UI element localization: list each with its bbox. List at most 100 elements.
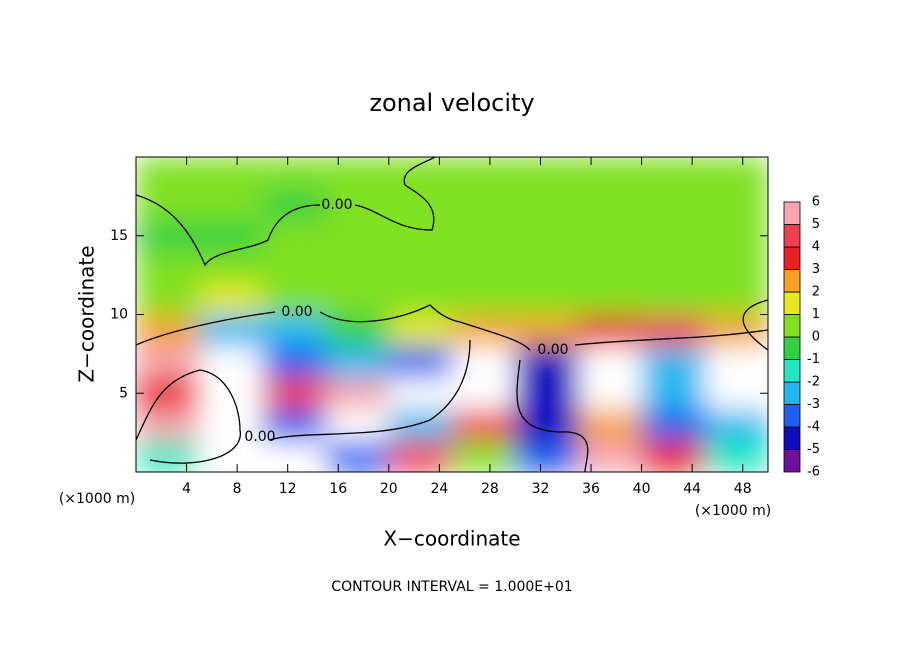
colorbar-swatch bbox=[783, 449, 801, 473]
field-cell bbox=[704, 251, 768, 284]
field-cell bbox=[641, 157, 706, 189]
field-cell bbox=[515, 157, 579, 189]
contour-label: 0.00 bbox=[537, 342, 568, 358]
field-cell bbox=[452, 220, 516, 252]
field-cell bbox=[199, 157, 263, 189]
field-cell bbox=[704, 220, 768, 252]
contour-line bbox=[136, 304, 531, 351]
field-cell bbox=[578, 346, 643, 378]
field-cell bbox=[704, 346, 768, 378]
colorbar-label: -4 bbox=[807, 420, 820, 435]
field-cell bbox=[704, 377, 768, 410]
field-cell bbox=[136, 157, 200, 189]
x-tick-label: 32 bbox=[532, 481, 550, 497]
field-cell bbox=[452, 409, 516, 441]
field-cell bbox=[704, 157, 768, 189]
field-cell bbox=[199, 409, 263, 441]
field-cell bbox=[641, 377, 706, 410]
field-cells bbox=[136, 157, 768, 472]
field-cell bbox=[452, 157, 516, 189]
colorbar-label: 6 bbox=[812, 195, 820, 210]
field-cell bbox=[515, 188, 579, 221]
field-cell bbox=[578, 157, 643, 189]
contour-line bbox=[574, 299, 768, 351]
colorbar-label: 3 bbox=[812, 262, 820, 277]
field-cell bbox=[515, 377, 579, 410]
field-cell bbox=[388, 377, 453, 410]
field-cell bbox=[641, 440, 706, 472]
field-cell bbox=[578, 220, 643, 252]
field-cell bbox=[704, 314, 768, 347]
field-cell bbox=[452, 283, 516, 315]
field-cell bbox=[199, 283, 263, 315]
field-cell bbox=[578, 188, 643, 221]
field-cell bbox=[388, 314, 453, 347]
colorbar-swatch bbox=[783, 359, 801, 383]
colorbar-swatch bbox=[783, 224, 801, 248]
field-cell bbox=[515, 314, 579, 347]
colorbar-swatch bbox=[783, 201, 801, 225]
field-cell bbox=[515, 440, 579, 472]
x-tick-label: 48 bbox=[734, 481, 752, 497]
colorbar-label: -6 bbox=[807, 465, 820, 480]
colorbar-label: 0 bbox=[812, 330, 820, 345]
field-cell bbox=[262, 440, 327, 472]
contours bbox=[136, 157, 768, 472]
y-tick-label: 10 bbox=[110, 307, 128, 323]
x-tick-label: 40 bbox=[633, 481, 651, 497]
footer-note: CONTOUR INTERVAL = 1.000E+01 bbox=[331, 579, 572, 595]
field-cell bbox=[388, 251, 453, 284]
field-cell bbox=[704, 283, 768, 315]
colorbar-swatch bbox=[783, 426, 801, 450]
field-cell bbox=[452, 346, 516, 378]
field-cell bbox=[388, 346, 453, 378]
x-unit-right: (×1000 m) bbox=[695, 503, 771, 519]
contour-line bbox=[136, 339, 589, 472]
field-cell bbox=[388, 188, 453, 221]
field-cell bbox=[136, 377, 200, 410]
field-cell bbox=[515, 220, 579, 252]
field-cell bbox=[452, 251, 516, 284]
field-cell bbox=[325, 188, 390, 221]
contour-label: 0.00 bbox=[244, 429, 275, 445]
field-cell bbox=[262, 220, 327, 252]
field-cell bbox=[325, 314, 390, 347]
field-cell bbox=[199, 314, 263, 347]
colorbar-swatch bbox=[783, 336, 801, 360]
field-cell bbox=[388, 220, 453, 252]
field-cell bbox=[452, 377, 516, 410]
colorbar-label: -2 bbox=[807, 375, 820, 390]
x-axis-label: X−coordinate bbox=[383, 527, 520, 551]
field-cell bbox=[325, 409, 390, 441]
field-cell bbox=[452, 314, 516, 347]
contour-line bbox=[136, 157, 436, 267]
field-cell bbox=[199, 220, 263, 252]
field-cell bbox=[515, 283, 579, 315]
field-cell bbox=[388, 409, 453, 441]
field-cell bbox=[452, 188, 516, 221]
colorbar-swatch bbox=[783, 291, 801, 315]
y-axis-label: Z−coordinate bbox=[75, 245, 99, 382]
colorbar-label: 2 bbox=[812, 285, 820, 300]
field-cell bbox=[641, 251, 706, 284]
field-cell bbox=[262, 283, 327, 315]
field-cell bbox=[578, 377, 643, 410]
colorbar-label: 1 bbox=[812, 307, 820, 322]
field-cell bbox=[388, 157, 453, 189]
field-cell bbox=[325, 346, 390, 378]
field-cell bbox=[641, 314, 706, 347]
field-cell bbox=[325, 157, 390, 189]
colorbar-swatch bbox=[783, 314, 801, 338]
x-tick-label: 28 bbox=[481, 481, 499, 497]
x-tick-label: 8 bbox=[233, 481, 242, 497]
field-cell bbox=[325, 440, 390, 472]
field-cell bbox=[325, 251, 390, 284]
field-cell bbox=[641, 220, 706, 252]
field-cell bbox=[388, 283, 453, 315]
x-tick-label: 36 bbox=[582, 481, 600, 497]
x-tick-label: 12 bbox=[279, 481, 297, 497]
field-cell bbox=[704, 409, 768, 441]
field-cell bbox=[262, 251, 327, 284]
field-cell bbox=[515, 346, 579, 378]
